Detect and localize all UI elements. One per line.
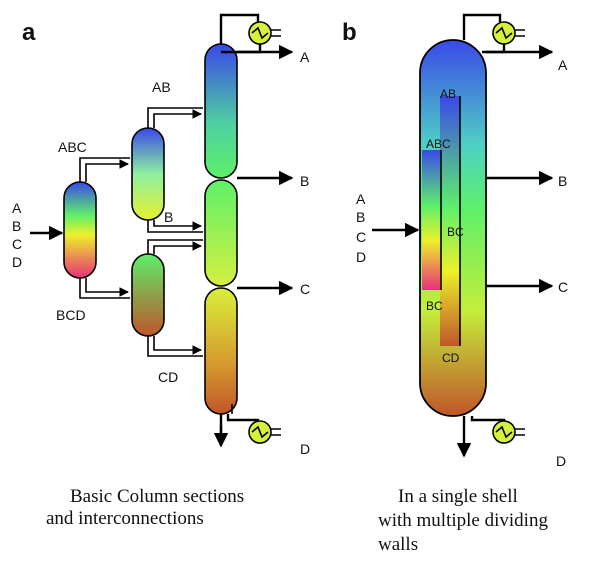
feed-label-d: D	[356, 249, 366, 265]
section-label-bc-low: BC	[426, 299, 443, 313]
feed-label-b: B	[12, 218, 21, 234]
section-label-abc: ABC	[426, 137, 451, 151]
condenser-a	[219, 13, 294, 60]
feed-label-b: B	[356, 209, 365, 225]
panel-a-feed-labels: A B C D	[12, 200, 22, 270]
panel-b-caption-line-2: with multiple dividing	[378, 510, 548, 531]
dividing-wall-right	[440, 96, 460, 346]
section-column-upper	[131, 127, 165, 221]
stream-label-ab: AB	[152, 79, 171, 95]
feed-label-c: C	[12, 236, 22, 252]
product-label-b-a: B	[300, 173, 309, 189]
feed-label-a: A	[12, 200, 22, 216]
section-label-cd: CD	[442, 351, 460, 365]
main-column-middle	[204, 179, 238, 287]
product-label-d-b: D	[556, 453, 566, 469]
dividing-wall-left	[422, 150, 442, 290]
panel-b-letter: b	[342, 19, 357, 46]
section-label-ab: AB	[440, 87, 456, 101]
condenser-b	[462, 13, 554, 60]
interconnect-ab	[147, 107, 203, 128]
panel-b-feed-labels: A B C D	[356, 191, 366, 265]
interconnect-b	[147, 220, 203, 254]
interconnect-cd	[147, 336, 203, 357]
section-column-lower	[131, 253, 165, 337]
stream-label-abc: ABC	[58, 139, 87, 155]
product-label-a-a: A	[300, 49, 310, 65]
product-label-a-b: A	[558, 57, 568, 73]
panel-a-letter: a	[22, 19, 36, 46]
panel-a-caption-line-2: and interconnections	[46, 508, 204, 529]
panel-b-caption-line-3: walls	[378, 534, 418, 555]
interconnect-bcd	[79, 278, 130, 299]
reboiler-a	[213, 404, 281, 448]
stream-label-bcd: BCD	[56, 307, 86, 323]
stream-label-cd: CD	[158, 369, 178, 385]
feed-label-a: A	[356, 191, 366, 207]
prefractionator-column	[63, 181, 97, 279]
panel-a-caption-line-1: Basic Column sections	[70, 486, 244, 507]
stream-label-b: B	[164, 209, 173, 225]
interconnect-abc	[79, 157, 130, 182]
feed-label-d: D	[12, 254, 22, 270]
product-label-d-a: D	[300, 441, 310, 457]
reboiler-b	[456, 416, 525, 458]
product-label-c-a: C	[300, 281, 310, 297]
section-label-bc-mid: BC	[447, 225, 464, 239]
main-column-top	[204, 43, 238, 179]
product-label-b-b: B	[558, 173, 567, 189]
main-column-bottom	[204, 287, 238, 415]
product-label-c-b: C	[558, 279, 568, 295]
feed-label-c: C	[356, 229, 366, 245]
panel-b-caption-line-1: In a single shell	[398, 486, 518, 507]
